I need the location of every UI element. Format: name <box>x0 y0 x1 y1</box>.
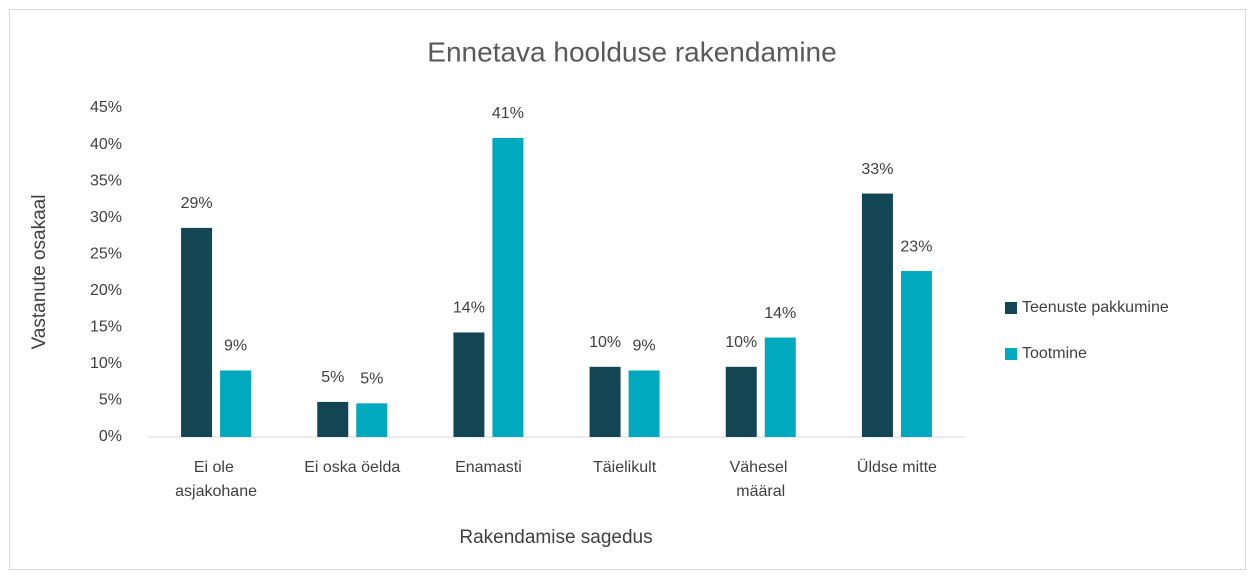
y-axis-label: Vastanute osakaal <box>29 195 50 350</box>
data-label: 9% <box>224 338 247 355</box>
legend-label: Teenuste pakkumine <box>1022 299 1169 316</box>
legend-swatch <box>1005 348 1017 360</box>
data-label: 41% <box>492 105 524 122</box>
data-label: 5% <box>360 371 383 388</box>
y-tick-label: 20% <box>90 282 122 299</box>
data-label: 9% <box>633 338 656 355</box>
data-label: 14% <box>453 300 485 317</box>
legend-label: Tootmine <box>1022 345 1087 362</box>
y-tick-label: 40% <box>90 136 122 153</box>
bar <box>861 193 893 437</box>
bar <box>453 332 485 437</box>
x-tick-label: Ei oska öelda <box>304 459 400 476</box>
legend-swatch <box>1005 302 1017 314</box>
data-label: 29% <box>181 195 213 212</box>
x-tick-label: Täielikult <box>593 459 657 476</box>
x-tick-label: Ei ole asjakohane <box>175 459 257 500</box>
bar <box>628 370 660 437</box>
y-tick-label: 25% <box>90 245 122 262</box>
bar <box>220 370 252 437</box>
bar <box>356 403 388 437</box>
x-tick-label: Enamasti <box>455 459 522 476</box>
y-tick-label: 15% <box>90 319 122 336</box>
y-tick-label: 10% <box>90 355 122 372</box>
y-tick-label: 5% <box>99 392 122 409</box>
y-tick-label: 45% <box>90 99 122 116</box>
bar <box>764 337 796 437</box>
data-label: 14% <box>764 305 796 322</box>
x-tick-label: Vähesel määral <box>730 459 792 500</box>
x-tick-label: Üldse mitte <box>857 458 937 476</box>
y-tick-label: 0% <box>99 428 122 445</box>
bar <box>900 271 932 437</box>
chart-frame <box>9 9 1246 570</box>
chart-title: Ennetava hoolduse rakendamine <box>427 36 836 67</box>
data-label: 33% <box>861 161 893 178</box>
bar <box>725 366 757 437</box>
data-label: 10% <box>589 334 621 351</box>
y-tick-label: 30% <box>90 209 122 226</box>
data-label: 10% <box>725 334 757 351</box>
data-label: 5% <box>321 369 344 386</box>
bar <box>492 137 524 437</box>
bar <box>181 227 213 437</box>
bar <box>317 401 349 437</box>
data-label: 23% <box>900 238 932 255</box>
y-tick-label: 35% <box>90 172 122 189</box>
bar <box>589 366 621 437</box>
x-axis-label: Rakendamise sagedus <box>459 527 652 548</box>
